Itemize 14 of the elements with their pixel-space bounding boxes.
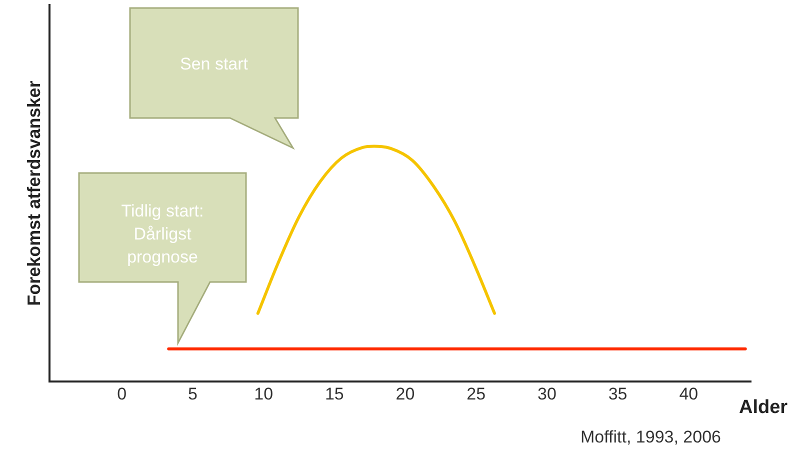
x-tick-label: 20 [396,384,415,404]
x-tick-label: 30 [537,384,556,404]
x-tick-label: 0 [117,384,127,404]
x-axis-title: Alder [739,396,788,418]
x-tick-label: 40 [679,384,698,404]
y-axis-title: Forekomst atferdsvansker [24,80,44,306]
x-tick-label: 35 [608,384,628,404]
x-tick-label: 15 [324,384,344,404]
x-tick-label: 10 [254,384,274,404]
text: Moffitt, 1993, 2006 [580,428,721,447]
x-tick-label: 5 [188,384,198,404]
annotation: Tidlig start: Dårligst prognose [121,202,204,267]
x-tick-label: 25 [466,384,486,404]
text: Sen start [180,54,248,74]
